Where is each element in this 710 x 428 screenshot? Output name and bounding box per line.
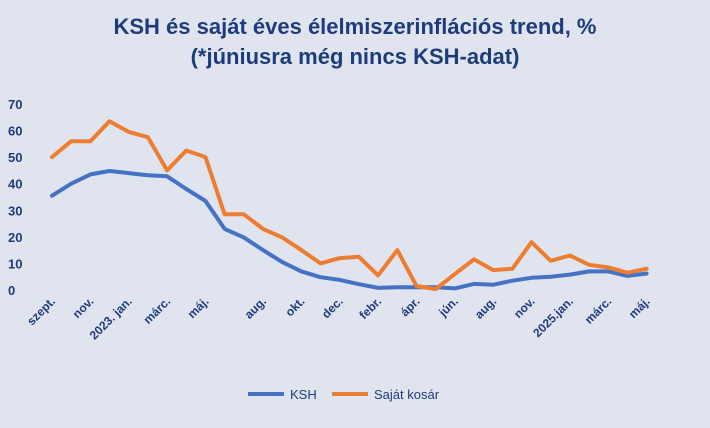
chart-title: KSH és saját éves élelmiszerinflációs tr…	[113, 14, 597, 39]
x-tick-label: dec.	[319, 294, 346, 321]
x-tick-label: márc.	[582, 294, 615, 327]
x-tick-label: aug.	[472, 294, 499, 321]
y-tick-label: 10	[8, 256, 22, 271]
y-tick-label: 50	[8, 150, 22, 165]
x-tick-label: nov.	[511, 294, 538, 321]
x-tick-label: máj.	[626, 294, 653, 321]
chart-title-block: KSH és saját éves élelmiszerinflációs tr…	[0, 12, 710, 72]
chart-subtitle: (*júniusra még nincs KSH-adat)	[190, 44, 520, 69]
x-tick-label: aug.	[242, 294, 269, 321]
x-tick-label: nov.	[70, 294, 97, 321]
series-line-0	[50, 169, 649, 291]
x-tick-label: szept.	[24, 294, 58, 328]
x-tick-label: jún.	[435, 294, 461, 320]
series-line-1	[50, 119, 649, 292]
y-tick-label: 20	[8, 230, 22, 245]
y-tick-label: 70	[8, 97, 22, 112]
x-tick-label: 2025.jan.	[530, 294, 576, 340]
y-tick-label: 60	[8, 124, 22, 139]
x-tick-label: ápr.	[398, 294, 423, 319]
y-tick-label: 0	[8, 283, 15, 298]
legend-label: Saját kosár	[374, 387, 440, 402]
x-tick-label: febr.	[356, 294, 384, 322]
x-tick-label: máj.	[185, 294, 212, 321]
y-tick-label: 30	[8, 203, 22, 218]
legend-label: KSH	[290, 387, 317, 402]
y-tick-label: 40	[8, 177, 22, 192]
x-tick-label: 2023. jan.	[87, 294, 135, 342]
x-tick-label: márc.	[141, 294, 174, 327]
x-tick-label: okt.	[282, 294, 307, 319]
